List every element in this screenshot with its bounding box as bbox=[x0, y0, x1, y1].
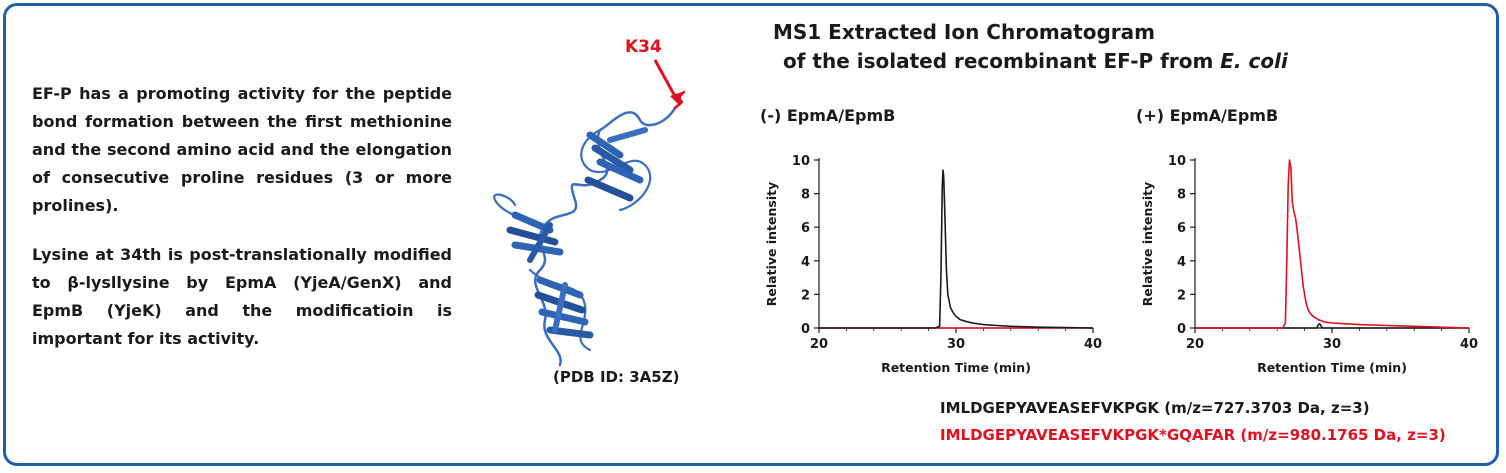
y-axis-label: Relative intensity bbox=[1140, 182, 1155, 306]
pdb-id-label: (PDB ID: 3A5Z) bbox=[553, 368, 680, 386]
y-tick-label: 6 bbox=[1177, 221, 1186, 236]
y-tick-label: 4 bbox=[1177, 255, 1186, 270]
peptide-modified: IMLDGEPYAVEASEFVKPGK*GQAFAR (m/z=980.176… bbox=[940, 426, 1446, 444]
y-tick-label: 4 bbox=[801, 255, 810, 270]
protein-structure-illustration: K34 bbox=[493, 37, 686, 367]
ms-title-prefix: of the isolated recombinant EF-P from bbox=[783, 49, 1221, 73]
series-line bbox=[819, 169, 1094, 329]
k34-label: K34 bbox=[625, 37, 662, 57]
series-line bbox=[1195, 159, 1470, 329]
x-tick-label: 30 bbox=[947, 337, 965, 352]
x-tick-label: 20 bbox=[1186, 337, 1204, 352]
x-tick-label: 40 bbox=[1460, 337, 1478, 352]
k34-arrowhead bbox=[670, 92, 682, 106]
x-axis-label: Retention Time (min) bbox=[1257, 360, 1407, 375]
y-tick-label: 10 bbox=[792, 154, 810, 169]
x-tick-label: 40 bbox=[1084, 337, 1102, 352]
y-tick-label: 0 bbox=[1177, 322, 1186, 337]
y-tick-label: 6 bbox=[801, 221, 810, 236]
chart-title-plus: (+) EpmA/EpmB bbox=[1136, 106, 1279, 125]
series-line bbox=[1195, 323, 1469, 329]
y-tick-label: 8 bbox=[1177, 188, 1186, 203]
description-paragraph-2: Lysine at 34th is post-translationally m… bbox=[32, 245, 452, 348]
figure-frame bbox=[3, 3, 1499, 466]
ms-title-line1: MS1 Extracted Ion Chromatogram bbox=[773, 20, 1155, 44]
chart-minus-epm: 0 2 4 6 8 10 20 30 40 Retention Time (min) Relativ… bbox=[764, 154, 1102, 375]
x-tick-label: 20 bbox=[810, 337, 828, 352]
y-tick-label: 0 bbox=[801, 322, 810, 337]
x-axis-label: Retention Time (min) bbox=[881, 360, 1031, 375]
y-tick-label: 2 bbox=[801, 288, 810, 303]
description-paragraph-1: EF-P has a promoting activity for the pe… bbox=[32, 84, 452, 215]
y-axis-label: Relative intensity bbox=[764, 182, 779, 306]
ms-title-organism: E. coli bbox=[1220, 49, 1288, 73]
k34-arrow bbox=[653, 59, 679, 101]
ms-title-line2: of the isolated recombinant EF-P from E.… bbox=[773, 47, 1288, 76]
y-tick-label: 2 bbox=[1177, 288, 1186, 303]
y-tick-label: 8 bbox=[801, 188, 810, 203]
x-tick-label: 30 bbox=[1323, 337, 1341, 352]
peptide-unmodified: IMLDGEPYAVEASEFVKPGK (m/z=727.3703 Da, z… bbox=[940, 399, 1370, 417]
chart-title-minus: (-) EpmA/EpmB bbox=[760, 106, 896, 125]
y-tick-label: 10 bbox=[1168, 154, 1186, 169]
chart-plus-epm: 0 2 4 6 8 10 20 30 40 Retention Time (min) Relativ… bbox=[1140, 154, 1478, 375]
ms-title: MS1 Extracted Ion Chromatogram of the is… bbox=[773, 18, 1288, 76]
